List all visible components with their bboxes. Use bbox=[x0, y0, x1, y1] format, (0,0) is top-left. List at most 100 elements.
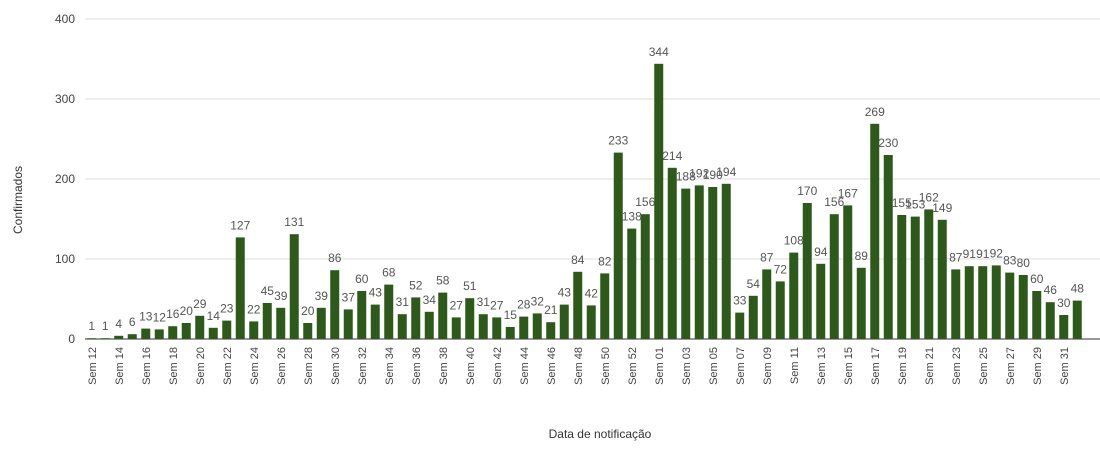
data-label: 39 bbox=[315, 289, 329, 303]
bar bbox=[411, 297, 421, 339]
data-label: 92 bbox=[990, 246, 1004, 260]
x-tick-label: Sem 25 bbox=[978, 347, 990, 385]
data-label: 230 bbox=[878, 136, 898, 150]
data-label: 131 bbox=[284, 215, 304, 229]
data-label: 91 bbox=[963, 247, 977, 261]
bar bbox=[397, 314, 407, 339]
bar bbox=[748, 295, 758, 339]
bar bbox=[640, 214, 650, 339]
bar bbox=[505, 327, 515, 339]
bar bbox=[438, 292, 448, 339]
bar bbox=[735, 312, 745, 339]
data-label: 51 bbox=[463, 279, 477, 293]
bar bbox=[492, 317, 502, 339]
data-label: 190 bbox=[703, 168, 723, 182]
data-label: 48 bbox=[1071, 282, 1085, 296]
bar bbox=[141, 328, 151, 339]
bar bbox=[843, 205, 853, 339]
x-tick-label: Sem 15 bbox=[843, 347, 855, 385]
data-label: 108 bbox=[784, 234, 804, 248]
bar bbox=[424, 311, 434, 339]
x-tick-label: Sem 12 bbox=[87, 347, 99, 385]
x-tick-label: Sem 40 bbox=[465, 347, 477, 385]
data-label: 27 bbox=[450, 298, 464, 312]
data-label: 27 bbox=[490, 298, 504, 312]
data-label: 156 bbox=[635, 195, 655, 209]
data-label: 94 bbox=[814, 245, 828, 259]
bar bbox=[586, 305, 596, 339]
data-label: 30 bbox=[1057, 296, 1071, 310]
data-label: 91 bbox=[976, 247, 990, 261]
x-tick-label: Sem 17 bbox=[870, 347, 882, 385]
bar bbox=[519, 316, 529, 339]
x-tick-label: Sem 50 bbox=[600, 347, 612, 385]
bar bbox=[600, 273, 610, 339]
x-tick-label: Sem 27 bbox=[1005, 347, 1017, 385]
data-label: 58 bbox=[436, 274, 450, 288]
bar bbox=[978, 266, 988, 339]
data-label: 87 bbox=[760, 250, 774, 264]
x-tick-label: Sem 36 bbox=[411, 347, 423, 385]
data-label: 20 bbox=[180, 304, 194, 318]
x-tick-label: Sem 28 bbox=[303, 347, 315, 385]
bar bbox=[1018, 275, 1028, 339]
y-tick-label: 400 bbox=[55, 12, 75, 26]
data-label: 269 bbox=[865, 105, 885, 119]
bar bbox=[181, 323, 191, 339]
bar bbox=[559, 304, 569, 339]
bars bbox=[87, 63, 1082, 340]
bar bbox=[816, 263, 826, 339]
data-label: 23 bbox=[220, 302, 234, 316]
data-label: 83 bbox=[1003, 254, 1017, 268]
data-label: 167 bbox=[838, 186, 858, 200]
bar bbox=[195, 315, 205, 339]
data-label: 1 bbox=[102, 319, 109, 333]
data-label: 12 bbox=[153, 310, 167, 324]
data-label: 84 bbox=[571, 253, 585, 267]
x-tick-label: Sem 07 bbox=[735, 347, 747, 385]
data-label: 6 bbox=[129, 315, 136, 329]
bar bbox=[370, 304, 380, 339]
data-label: 156 bbox=[824, 195, 844, 209]
bar bbox=[897, 215, 907, 339]
data-label: 29 bbox=[193, 297, 207, 311]
bar bbox=[667, 167, 677, 339]
bar bbox=[478, 314, 488, 339]
bar bbox=[883, 155, 893, 339]
bar bbox=[465, 298, 475, 339]
bar bbox=[262, 303, 272, 339]
bar bbox=[762, 269, 772, 339]
x-tick-label: Sem 48 bbox=[573, 347, 585, 385]
x-tick-label: Sem 24 bbox=[249, 347, 261, 385]
bar bbox=[235, 237, 245, 339]
x-tick-label: Sem 20 bbox=[195, 347, 207, 385]
data-label: 192 bbox=[689, 166, 709, 180]
bar bbox=[114, 335, 124, 339]
data-label: 188 bbox=[676, 170, 696, 184]
data-label: 28 bbox=[517, 298, 531, 312]
bar bbox=[937, 219, 947, 339]
data-label: 214 bbox=[662, 149, 682, 163]
bar bbox=[613, 152, 623, 339]
bar bbox=[991, 265, 1001, 339]
data-label: 31 bbox=[477, 295, 491, 309]
data-label: 194 bbox=[716, 165, 736, 179]
bar bbox=[654, 63, 664, 340]
x-tick-label: Sem 31 bbox=[1059, 347, 1071, 385]
bar bbox=[802, 203, 812, 339]
bar bbox=[694, 185, 704, 339]
bar bbox=[222, 320, 232, 339]
bar bbox=[721, 183, 731, 339]
data-label: 21 bbox=[544, 303, 558, 317]
data-label: 170 bbox=[797, 184, 817, 198]
data-label: 20 bbox=[301, 304, 315, 318]
y-tick-label: 300 bbox=[55, 92, 75, 106]
data-label: 60 bbox=[1030, 272, 1044, 286]
data-label: 52 bbox=[409, 278, 423, 292]
data-label: 82 bbox=[598, 254, 612, 268]
y-axis-ticks: 0 100 200 300 400 bbox=[55, 12, 75, 346]
data-label: 34 bbox=[423, 293, 437, 307]
data-label: 39 bbox=[274, 289, 288, 303]
x-tick-label: Sem 22 bbox=[222, 347, 234, 385]
bar bbox=[208, 327, 218, 339]
